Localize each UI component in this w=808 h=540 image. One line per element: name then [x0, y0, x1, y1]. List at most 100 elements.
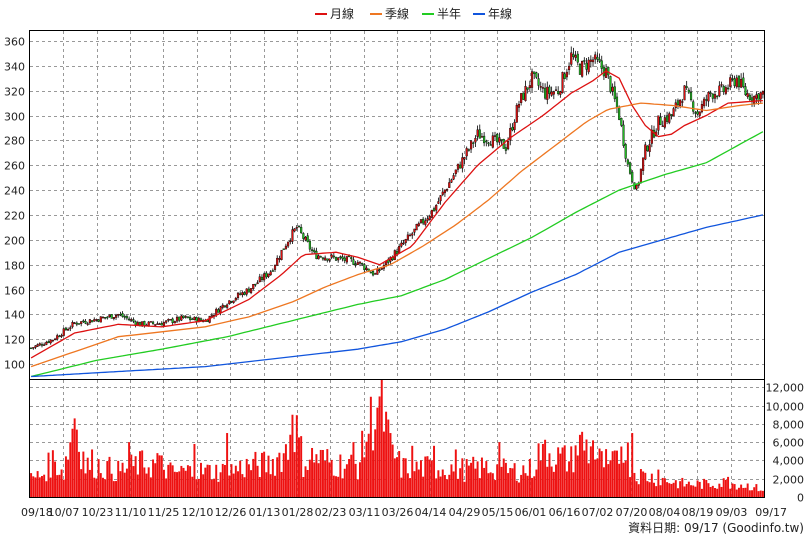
volume-bar: [639, 469, 642, 497]
candle-body: [746, 93, 749, 97]
date-tick-label: 12/10: [182, 506, 214, 519]
volume-bar: [306, 469, 309, 497]
candle-body: [683, 85, 686, 101]
candle-body: [598, 58, 601, 62]
volume-bar: [112, 481, 115, 497]
candle-body: [341, 256, 344, 260]
candle-body: [191, 318, 194, 321]
candle-body: [415, 224, 418, 231]
candle-body: [528, 85, 531, 89]
volume-bar: [254, 451, 257, 497]
candle: [467, 148, 470, 152]
candle-body: [422, 218, 425, 224]
candle-body: [49, 339, 52, 344]
volume-bar: [674, 480, 677, 497]
volume-bar: [539, 460, 542, 497]
volume-bar: [659, 485, 662, 497]
date-tick-label: 07/20: [616, 506, 648, 519]
volume-bar: [592, 440, 595, 497]
volume-bar: [335, 476, 337, 497]
volume-bar: [119, 471, 122, 497]
volume-bar: [32, 476, 35, 497]
candle-body: [287, 241, 290, 247]
volume-bar: [404, 458, 407, 497]
candle-body: [350, 257, 353, 259]
volume-bar: [635, 481, 638, 497]
volume-bar: [470, 462, 473, 497]
candle-body: [36, 344, 39, 347]
candle: [38, 342, 41, 347]
candle-body: [698, 111, 701, 116]
volume-bar: [117, 460, 120, 497]
candle-body: [160, 323, 163, 326]
candle: [528, 80, 531, 92]
volume-bar: [332, 475, 335, 497]
volume-bar: [633, 472, 636, 497]
volume-bar: [511, 468, 514, 497]
candle-body: [705, 99, 708, 101]
candle: [624, 142, 627, 163]
candle-body: [507, 140, 510, 150]
volume-bar: [446, 479, 449, 497]
volume-bar: [156, 453, 159, 497]
volume-bar: [683, 486, 686, 497]
candle-body: [661, 125, 664, 127]
volume-bar: [134, 456, 137, 497]
candle-body: [724, 87, 727, 94]
volume-bar: [315, 454, 318, 497]
price-tick-label: 260: [4, 160, 25, 173]
candle: [428, 214, 431, 221]
candle-body: [406, 234, 409, 240]
candle-body: [132, 319, 135, 322]
candle-body: [97, 319, 100, 322]
volume-bar: [217, 481, 220, 497]
volume-bar: [165, 478, 168, 497]
volume-bar: [258, 477, 261, 497]
candle: [104, 317, 107, 320]
candle: [287, 241, 290, 248]
candle: [432, 206, 436, 212]
candle-body: [489, 144, 492, 146]
candle-body: [43, 344, 46, 346]
candle: [64, 326, 68, 331]
volume-bar: [463, 481, 466, 497]
candle-body: [670, 114, 673, 116]
price-y-axis: 100 120 140 160 180 200 220 240 260 280 300 320 340 3…: [4, 36, 25, 372]
candle: [199, 317, 203, 322]
candle-body: [576, 53, 579, 63]
candle: [452, 172, 455, 181]
volume-bar: [260, 452, 263, 497]
volume-bar: [524, 473, 527, 497]
candle-body: [618, 106, 621, 120]
volume-bar: [363, 457, 366, 497]
volume-bar: [36, 471, 39, 497]
candle: [663, 114, 666, 129]
candle-body: [517, 103, 521, 108]
candle-body: [369, 271, 372, 274]
date-tick-label: 03/11: [349, 506, 381, 519]
volume-bar: [328, 462, 331, 497]
volume-bar: [247, 464, 250, 497]
candle: [698, 111, 701, 119]
volume-bar: [565, 471, 568, 497]
volume-bar: [206, 464, 209, 497]
candle-body: [726, 87, 730, 90]
volume-bar: [705, 479, 708, 497]
candle-body: [276, 257, 279, 266]
candle: [676, 98, 680, 110]
candle: [537, 73, 540, 90]
date-tick-label: 10/07: [48, 506, 80, 519]
candle-body: [306, 235, 309, 242]
candle-body: [260, 276, 264, 280]
candle: [404, 238, 407, 246]
volume-bar: [724, 479, 727, 497]
volume-bar: [191, 476, 194, 497]
candle-body: [193, 316, 196, 320]
candle: [304, 235, 307, 242]
candle-body: [232, 300, 235, 303]
candle: [559, 90, 562, 98]
candle-body: [169, 319, 172, 321]
candle-body: [147, 321, 150, 326]
candle: [513, 119, 516, 133]
candle-body: [226, 304, 229, 308]
